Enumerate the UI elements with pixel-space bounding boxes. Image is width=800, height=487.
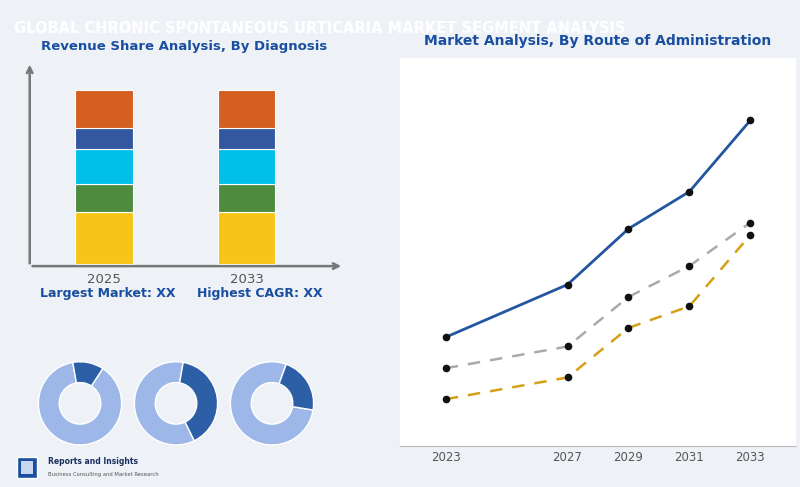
Bar xyxy=(218,184,275,212)
Bar xyxy=(218,149,275,184)
Bar xyxy=(75,149,133,184)
Text: Largest Market: XX: Largest Market: XX xyxy=(40,286,175,300)
Text: Business Consulting and Market Research: Business Consulting and Market Research xyxy=(48,472,158,477)
Wedge shape xyxy=(73,362,102,386)
Bar xyxy=(75,212,133,264)
Text: Reports and Insights: Reports and Insights xyxy=(48,457,138,466)
Bar xyxy=(218,128,275,149)
Bar xyxy=(75,128,133,149)
FancyBboxPatch shape xyxy=(18,457,37,478)
Text: Highest CAGR: XX: Highest CAGR: XX xyxy=(197,286,322,300)
Text: GLOBAL CHRONIC SPONTANEOUS URTICARIA MARKET SEGMENT ANALYSIS: GLOBAL CHRONIC SPONTANEOUS URTICARIA MAR… xyxy=(14,20,626,36)
Bar xyxy=(218,90,275,128)
Bar xyxy=(75,90,133,128)
Wedge shape xyxy=(279,364,314,410)
Title: Revenue Share Analysis, By Diagnosis: Revenue Share Analysis, By Diagnosis xyxy=(41,40,327,53)
Wedge shape xyxy=(230,362,313,445)
FancyBboxPatch shape xyxy=(22,461,33,474)
Title: Market Analysis, By Route of Administration: Market Analysis, By Route of Administrat… xyxy=(424,34,772,48)
Bar xyxy=(218,212,275,264)
Wedge shape xyxy=(38,362,122,445)
Wedge shape xyxy=(180,362,218,441)
Wedge shape xyxy=(134,362,194,445)
Bar xyxy=(75,184,133,212)
